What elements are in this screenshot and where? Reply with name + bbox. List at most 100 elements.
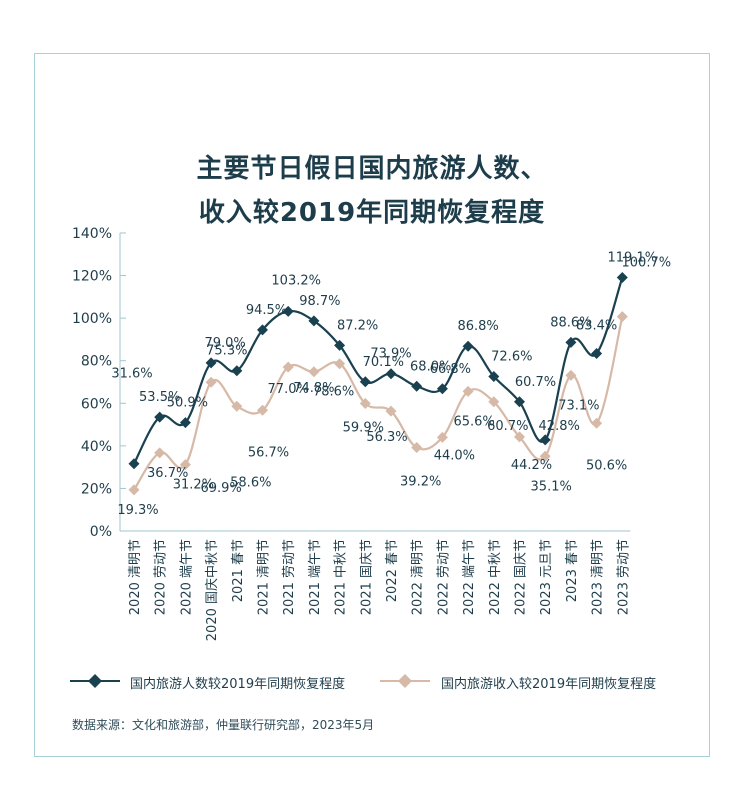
data-label-revenue: 78.6% [313,385,354,400]
data-point-revenue [308,366,320,378]
data-label-revenue: 77.0% [268,382,309,397]
data-label-visitors: 42.8% [539,419,580,434]
x-tick-label: 2020 清明节 [128,539,143,615]
y-tick-label: 20% [81,481,112,497]
data-label-revenue: 44.2% [511,458,552,473]
y-tick-label: 140% [72,226,112,242]
x-tick-label: 2023 元旦节 [539,539,554,615]
data-label-revenue: 73.1% [558,398,599,413]
data-label-visitors: 72.6% [491,349,532,364]
data-point-revenue [179,459,191,471]
data-point-visitors [514,396,525,408]
x-tick-label: 2022 端午节 [462,539,477,615]
data-point-revenue [154,447,166,459]
data-label-revenue: 44.0% [434,448,475,463]
data-point-revenue [334,358,346,370]
data-point-revenue [462,385,474,397]
x-tick-label: 2021 劳动节 [281,539,297,615]
chart-title-line-2: 收入较2019年同期恢复程度 [198,198,546,228]
data-point-visitors [154,411,166,423]
data-source-note: 数据来源：文化和旅游部，仲量联行研究部，2023年5月 [72,718,375,732]
data-point-revenue [205,376,217,388]
data-label-revenue: 60.7% [487,419,528,434]
x-tick-label: 2023 清明节 [591,539,606,615]
data-label-visitors: 98.7% [299,294,340,309]
data-point-visitors [205,357,217,369]
data-label-revenue: 58.6% [230,475,271,490]
data-point-visitors [128,458,140,470]
data-point-revenue [385,405,397,417]
data-point-visitors [462,340,474,352]
data-point-revenue [514,431,525,443]
x-tick-label: 2021 端午节 [308,539,323,615]
x-tick-label: 2021 清明节 [257,539,272,615]
y-tick-label: 80% [81,354,112,370]
data-point-visitors [385,368,397,380]
data-point-revenue [359,397,371,409]
data-point-visitors [436,383,448,395]
data-point-visitors [257,324,268,336]
data-label-visitors: 75.3% [206,344,247,359]
y-tick-label: 60% [81,396,112,412]
data-point-revenue [282,361,294,373]
data-label-revenue: 100.7% [622,256,672,271]
data-label-revenue: 65.6% [453,414,494,429]
x-tick-label: 2023 劳动节 [615,539,631,615]
data-label-visitors: 60.7% [515,375,556,390]
data-label-revenue: 31.2% [173,478,214,493]
y-tick-label: 120% [72,269,112,285]
data-label-visitors: 88.6% [550,315,591,330]
data-point-visitors [539,434,551,446]
data-label-revenue: 39.2% [400,475,441,490]
data-label-revenue: 59.9% [343,420,384,435]
data-point-revenue [591,417,603,429]
data-label-revenue: 35.1% [531,479,572,494]
data-label-visitors: 83.4% [576,318,617,333]
x-tick-label: 2022 劳动节 [435,539,451,615]
y-tick-label: 100% [72,311,112,327]
data-point-revenue [488,396,500,408]
data-label-revenue: 56.3% [366,430,407,445]
data-label-visitors: 31.6% [111,367,152,382]
x-tick-label: 2022 清明节 [411,539,426,615]
x-tick-label: 2023 春节 [565,539,580,602]
data-point-visitors [488,370,500,382]
data-point-revenue [616,311,628,323]
x-tick-label: 2020 端午节 [179,539,194,615]
x-tick-label: 2020 国庆中秋节 [205,539,220,641]
data-label-revenue: 50.6% [586,458,627,473]
legend-label-visitors: 国内旅游人数较2019年同期恢复程度 [130,677,346,692]
data-label-revenue: 74.8% [293,381,334,396]
data-point-visitors [411,380,423,392]
data-label-visitors: 66.8% [430,362,471,377]
legend-label-revenue: 国内旅游收入较2019年同期恢复程度 [441,677,657,692]
data-label-revenue: 36.7% [147,466,188,481]
data-label-visitors: 73.9% [370,347,411,362]
data-label-revenue: 19.3% [117,503,158,518]
x-tick-label: 2021 春节 [231,539,246,602]
chart-title-line-1: 主要节日假日国内旅游人数、 [196,154,548,184]
data-point-visitors [308,315,320,327]
data-point-visitors [565,336,577,348]
legend-marker-revenue [398,674,412,688]
data-point-visitors [334,339,346,351]
data-point-revenue [257,404,268,416]
data-label-visitors: 119.1% [608,250,658,265]
x-tick-label: 2021 国庆节 [359,539,374,615]
data-label-visitors: 53.5% [139,390,180,405]
chart-frame [34,53,710,757]
data-point-visitors [282,305,294,317]
data-label-visitors: 94.5% [246,303,287,318]
data-point-visitors [359,376,371,388]
x-tick-label: 2022 中秋节 [488,539,503,615]
x-tick-label: 2020 劳动节 [153,539,169,615]
data-point-visitors [231,365,243,377]
data-point-revenue [128,484,140,496]
legend-marker-visitors [88,674,102,688]
x-tick-label: 2021 中秋节 [334,539,349,615]
data-label-visitors: 50.9% [167,396,208,411]
data-point-visitors [591,347,603,359]
x-tick-label: 2022 春节 [385,539,400,602]
data-label-visitors: 87.2% [337,318,378,333]
